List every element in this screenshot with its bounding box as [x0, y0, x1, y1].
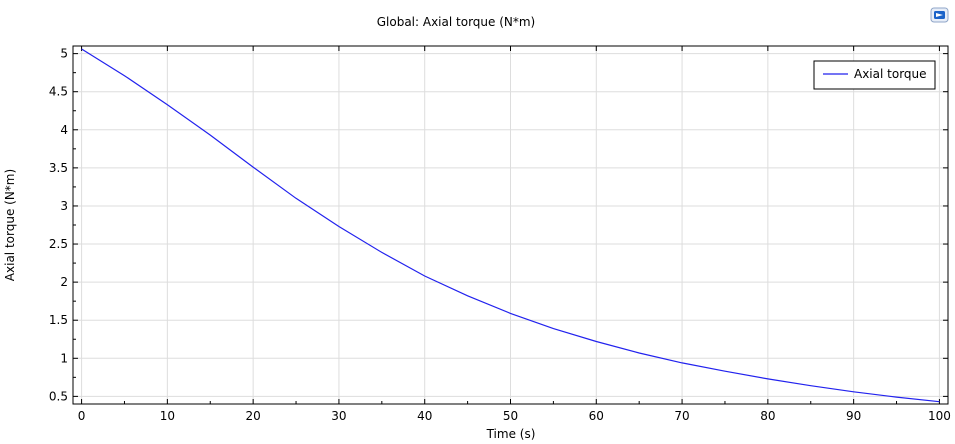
chart-title: Global: Axial torque (N*m) — [377, 15, 536, 29]
y-tick-label: 4.5 — [49, 85, 68, 99]
plot-area: 0 10 20 30 40 50 60 70 80 90 100 0.5 1 1.5 2 2.5 3 3.5 4 4.… — [49, 45, 951, 423]
legend-box — [813, 60, 936, 90]
y-tick-label: 4 — [60, 123, 68, 137]
x-tick-label: 20 — [246, 409, 261, 423]
y-tick-label: 3 — [60, 199, 68, 213]
x-axis-title: Time (s) — [486, 427, 536, 441]
y-tick-label: 2 — [60, 275, 68, 289]
x-tick-label: 60 — [589, 409, 604, 423]
x-tick-label: 40 — [417, 409, 432, 423]
x-tick-label: 30 — [331, 409, 346, 423]
y-tick-label: 1.5 — [49, 313, 68, 327]
y-tick-label: 0.5 — [49, 389, 68, 403]
x-tick-label: 90 — [846, 409, 861, 423]
legend: Axial torque — [813, 60, 936, 90]
x-tick-label: 80 — [760, 409, 775, 423]
x-tick-label: 10 — [160, 409, 175, 423]
y-tick-label: 2.5 — [49, 237, 68, 251]
x-tick-label: 100 — [928, 409, 951, 423]
legend-label: Axial torque — [854, 67, 927, 81]
y-axis-title: Axial torque (N*m) — [3, 169, 17, 281]
y-tick-label: 5 — [60, 47, 68, 61]
y-tick-label: 3.5 — [49, 161, 68, 175]
x-tick-label: 0 — [78, 409, 86, 423]
x-tick-label: 70 — [674, 409, 689, 423]
x-tick-label: 50 — [503, 409, 518, 423]
comsol-logo-icon[interactable] — [930, 7, 949, 23]
series-line-0 — [81, 48, 940, 403]
y-tick-label: 1 — [60, 351, 68, 365]
